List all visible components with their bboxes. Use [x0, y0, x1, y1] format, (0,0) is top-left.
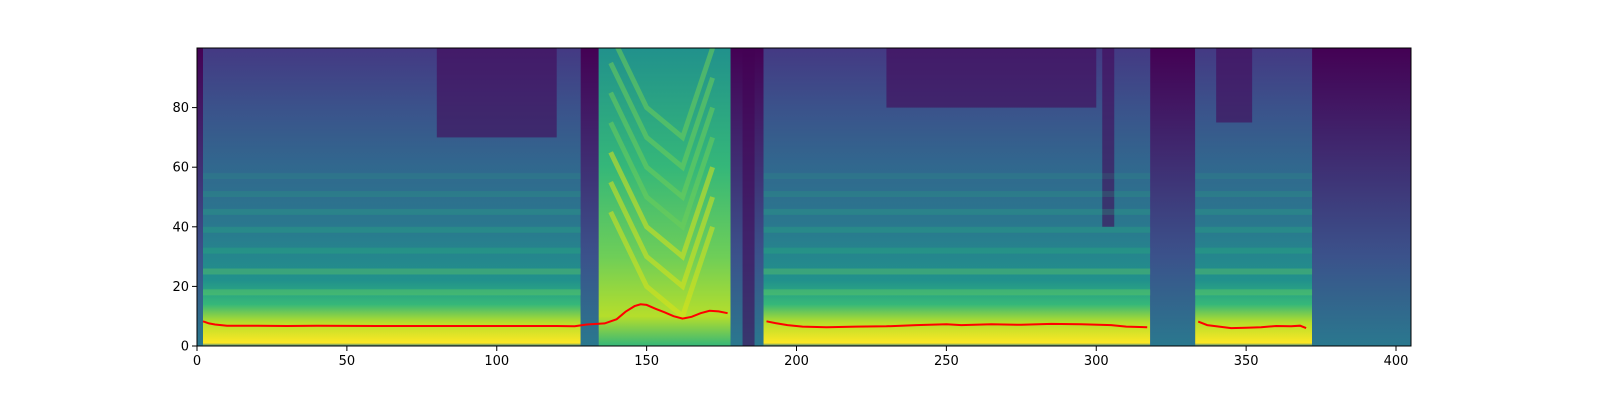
x-axis: 0 50 100 150 200 250 300 350 400	[193, 346, 1409, 369]
y-tick-label: 80	[172, 101, 189, 116]
harmonic-band	[763, 191, 1151, 197]
heatmap-column	[598, 48, 731, 346]
x-tick-label: 250	[934, 354, 959, 369]
spectrogram-heatmap	[197, 48, 1411, 346]
x-tick-label: 100	[484, 354, 509, 369]
harmonic-band	[202, 191, 581, 197]
heatmap-column	[1195, 48, 1313, 346]
heatmap-dark-patch	[742, 48, 755, 346]
heatmap-dark-patch	[436, 48, 557, 138]
heatmap-column	[1150, 48, 1196, 346]
heatmap-column	[580, 48, 599, 346]
heatmap-column	[197, 48, 203, 346]
heatmap-dark-patch	[1216, 48, 1253, 123]
plot-frame	[196, 47, 1412, 347]
y-tick-label: 20	[172, 280, 189, 295]
harmonic-band	[202, 247, 581, 254]
formant-chevron	[608, 61, 715, 172]
x-tick-label: 150	[634, 354, 659, 369]
formant-chevron	[615, 48, 715, 142]
harmonic-band	[1195, 191, 1313, 197]
harmonic-band	[763, 247, 1151, 254]
harmonic-band	[1195, 208, 1313, 215]
harmonic-bands	[202, 48, 1313, 321]
f0-line-segment	[1197, 320, 1307, 330]
harmonic-band	[202, 268, 581, 275]
harmonic-band	[1195, 173, 1313, 180]
x-tick-label: 350	[1234, 354, 1259, 369]
formant-chevron	[608, 91, 715, 202]
f0-line-segment	[766, 320, 1148, 329]
f0-line-segment	[202, 303, 728, 328]
harmonic-band	[763, 208, 1151, 215]
formant-chevron	[608, 210, 715, 321]
y-tick-label: 60	[172, 161, 189, 176]
harmonic-band	[763, 289, 1151, 296]
harmonic-band	[202, 289, 581, 296]
x-tick-label: 300	[1084, 354, 1109, 369]
harmonic-band	[1195, 226, 1313, 233]
harmonic-band	[1195, 268, 1313, 275]
heatmap-dark-patch	[886, 48, 1097, 108]
harmonic-band	[763, 226, 1151, 233]
harmonic-band	[763, 268, 1151, 275]
harmonic-band	[202, 226, 581, 233]
harmonic-band	[202, 173, 581, 180]
harmonic-band	[1195, 289, 1313, 296]
formant-chevron	[608, 151, 715, 261]
formant-chevron	[608, 121, 715, 232]
harmonic-band	[1195, 247, 1313, 254]
x-tick-label: 50	[339, 354, 356, 369]
y-tick-label: 40	[172, 220, 189, 235]
harmonic-band	[763, 173, 1151, 180]
formant-chevron	[608, 181, 715, 291]
y-axis: 0 20 40 60 80	[172, 101, 197, 355]
heatmap-column	[1312, 48, 1411, 346]
x-tick-label: 0	[193, 354, 201, 369]
x-tick-label: 400	[1384, 354, 1409, 369]
heatmap-dark-patch	[1102, 48, 1115, 227]
x-tick-label: 200	[784, 354, 809, 369]
y-tick-label: 0	[181, 340, 189, 355]
f0-contour-lines	[202, 303, 1307, 330]
harmonic-band	[202, 208, 581, 215]
